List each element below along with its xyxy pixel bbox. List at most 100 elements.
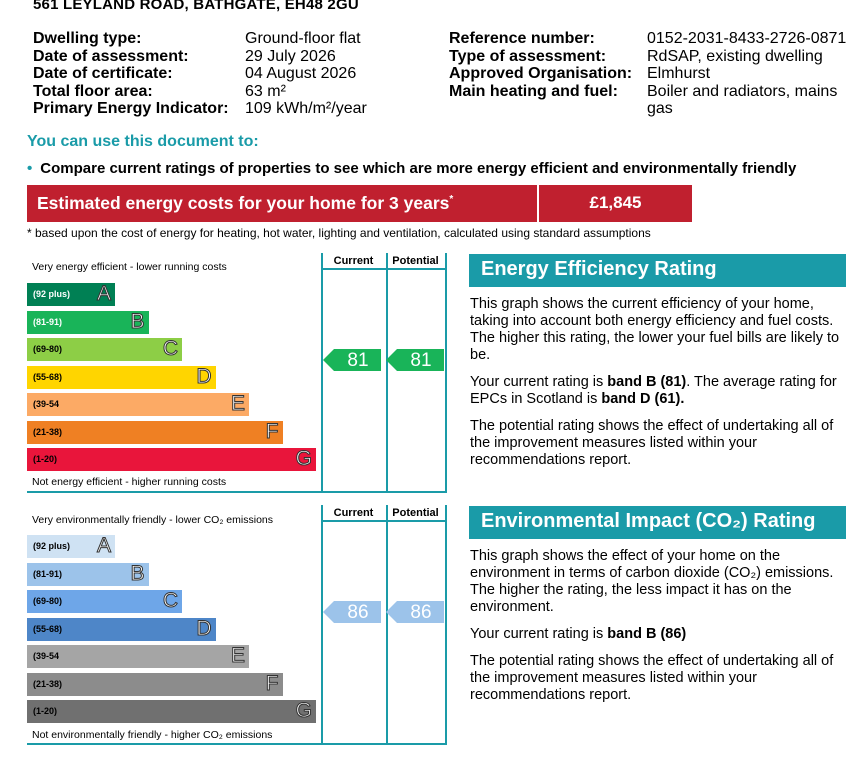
current-rating-arrow-value: 81 (347, 349, 369, 371)
band-range: (69-80) (33, 344, 63, 354)
chart-top-text: Very environmentally friendly - lower CO… (32, 514, 273, 526)
date-assessment-label: Date of assessment: (33, 47, 189, 65)
approved-org-value: Elmhurst (647, 65, 711, 82)
approved-org-label: Approved Organisation: (449, 65, 633, 82)
current-column-header: Current (333, 507, 374, 519)
details-right-values: 0152-2031-8433-2726-0871 RdSAP, existing… (647, 30, 852, 118)
chart-bottom-line (27, 491, 447, 493)
band-range: (55-68) (33, 623, 63, 634)
date-certificate-label: Date of certificate: (33, 65, 173, 82)
column-header-line (321, 520, 447, 522)
details-left-values: Ground-floor flat 29 July 2026 04 August… (245, 30, 367, 118)
band-range: (69-80) (33, 596, 63, 606)
band-letter: A (96, 282, 111, 306)
band-range: (92 plus) (33, 289, 71, 299)
current-rating-arrow: 86 (323, 600, 381, 623)
band-a: (92 plus) A (27, 534, 115, 558)
band-range: (92 plus) (33, 541, 71, 551)
band-range: (21-38) (33, 678, 63, 689)
band-letter: B (130, 561, 145, 585)
potential-rating-arrow: 81 (386, 348, 444, 371)
current-rating-arrow: 81 (323, 348, 381, 371)
details-right-labels: Reference number: Type of assessment: Ap… (449, 30, 632, 100)
pei-value: 109 kWh/m²/year (245, 100, 367, 117)
band-range: (39-54 (33, 651, 60, 661)
assessment-type-label: Type of assessment: (449, 47, 607, 65)
band-a: (92 plus) A (27, 282, 115, 306)
band-range: (39-54 (33, 399, 60, 409)
property-address: 561 LEYLAND ROAD, BATHGATE, EH48 2GU (33, 0, 359, 13)
band-e: (39-54 E (27, 392, 249, 416)
current-rating-arrow-value: 86 (347, 601, 369, 623)
heating-fuel-value: Boiler and radiators, mains gas (647, 82, 838, 118)
band-letter: F (265, 671, 279, 695)
cost-label-text: Estimated energy costs for your home for… (37, 193, 450, 213)
potential-column-header: Potential (392, 507, 439, 519)
eer-paragraph-2: Your current rating is band B (81). The … (470, 374, 842, 408)
eer-paragraph-1: This graph shows the current efficiency … (470, 296, 840, 363)
assessment-type-value: RdSAP, existing dwelling (647, 47, 823, 65)
eer-panel-title: Energy Efficiency Rating (469, 254, 846, 287)
eer-paragraph-3: The potential rating shows the effect of… (470, 418, 834, 468)
dwelling-type-label: Dwelling type: (33, 30, 142, 47)
eer-current-band: band B (81) (607, 374, 687, 390)
eir-paragraph-3: The potential rating shows the effect of… (470, 653, 834, 703)
potential-rating-arrow: 86 (386, 600, 444, 623)
band-letter: D (196, 616, 212, 640)
use-bullet: • Compare current ratings of properties t… (27, 160, 796, 177)
details-left-labels: Dwelling type: Date of assessment: Date … (33, 30, 229, 118)
band-letter: D (196, 364, 212, 388)
band-e: (39-54 E (27, 644, 249, 668)
cost-footnote: * based upon the cost of energy for heat… (27, 226, 651, 240)
bullet-icon: • (27, 160, 33, 177)
band-range: (1-20) (33, 706, 58, 716)
current-column-frame (321, 505, 388, 743)
reference-value: 0152-2031-8433-2726-0871 (647, 30, 847, 47)
band-c: (69-80) C (27, 337, 182, 361)
band-c: (69-80) C (27, 589, 182, 613)
cost-divider (537, 185, 539, 222)
floor-area-label: Total floor area: (33, 82, 153, 100)
band-g: (1-20) G (27, 699, 316, 723)
energy-efficiency-chart: Current Potential Very energy efficient … (27, 253, 447, 493)
band-letter: E (230, 644, 245, 668)
band-b: (81-91) B (27, 309, 149, 334)
potential-rating-arrow-value: 81 (410, 349, 432, 371)
cost-value: £1,845 (589, 193, 642, 212)
band-d: (55-68) D (27, 616, 216, 641)
band-letter: G (295, 699, 312, 723)
date-assessment-value: 29 July 2026 (245, 47, 336, 65)
band-f: (21-38) F (27, 671, 283, 696)
band-letter: A (96, 534, 111, 558)
band-range: (81-91) (33, 316, 63, 327)
band-b: (81-91) B (27, 561, 149, 586)
environmental-impact-chart: Current Potential Very environmentally f… (27, 505, 447, 745)
floor-area-value: 63 m² (245, 82, 286, 100)
eer-title-text: Energy Efficiency Rating (481, 258, 717, 280)
eir-paragraph-2: Your current rating is band B (86) (470, 626, 842, 643)
eir-panel-title: Environmental Impact (CO₂) Rating (469, 506, 846, 539)
band-range: (21-38) (33, 426, 63, 437)
chart-bottom-line (27, 743, 447, 745)
potential-rating-arrow-value: 86 (410, 601, 432, 623)
cost-asterisk: * (449, 194, 454, 206)
band-g: (1-20) G (27, 447, 316, 471)
reference-label: Reference number: (449, 30, 595, 47)
eir-panel-text: This graph shows the effect of your home… (470, 548, 842, 714)
eir-p2-pre: Your current rating is (470, 626, 608, 642)
chart-top-text: Very energy efficient - lower running co… (32, 261, 227, 273)
dwelling-type-value: Ground-floor flat (245, 30, 361, 47)
potential-column-header: Potential (392, 255, 439, 267)
band-f: (21-38) F (27, 419, 283, 444)
current-column-frame (321, 253, 388, 491)
band-letter: B (130, 309, 145, 333)
band-range: (1-20) (33, 454, 58, 464)
eer-panel-text: This graph shows the current efficiency … (470, 296, 842, 479)
pei-label: Primary Energy Indicator: (33, 100, 229, 117)
potential-column-frame (384, 253, 447, 491)
current-column-header: Current (333, 255, 374, 267)
eer-p2-mid: . The average rating for EPCs in Scotlan… (470, 374, 837, 407)
band-letter: E (230, 392, 245, 416)
use-heading: You can use this document to: (27, 133, 259, 150)
band-range: (81-91) (33, 568, 63, 579)
